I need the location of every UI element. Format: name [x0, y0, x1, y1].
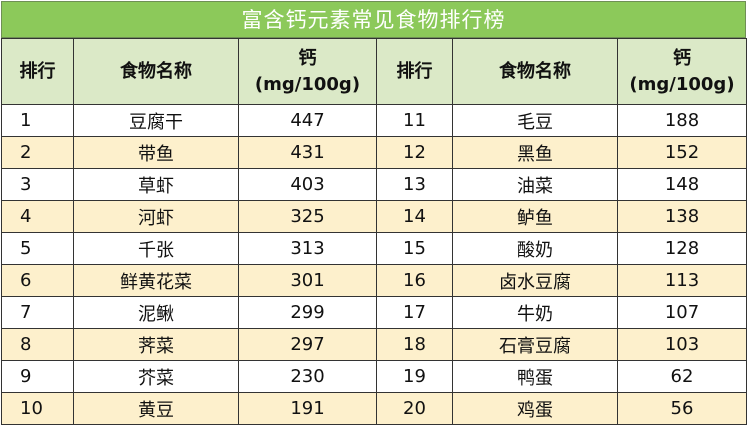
- food-name-cell: 黑鱼: [452, 136, 618, 169]
- calcium-cell: 447: [238, 104, 377, 137]
- food-name-cell: 牛奶: [452, 296, 618, 329]
- rank-cell: 2: [1, 136, 74, 169]
- rank-cell: 9: [1, 360, 74, 393]
- rank-cell: 16: [376, 264, 453, 297]
- rank-cell: 5: [1, 232, 74, 265]
- rank-cell: 20: [376, 392, 453, 425]
- food-name-cell: 草虾: [73, 168, 239, 201]
- food-name-cell: 鸭蛋: [452, 360, 618, 393]
- table-row: 1 豆腐干 447 11 毛豆 188: [1, 104, 747, 137]
- header-calcium-label: 钙: [298, 47, 317, 69]
- calcium-cell: 325: [238, 200, 377, 233]
- food-name-cell: 卤水豆腐: [452, 264, 618, 297]
- food-name-cell: 鲜黄花菜: [73, 264, 239, 297]
- food-name-cell: 毛豆: [452, 104, 618, 137]
- rank-cell: 14: [376, 200, 453, 233]
- header-row: 排行 食物名称 钙 (mg/100g) 排行 食物名称 钙 (mg/100g): [1, 38, 747, 105]
- table-row: 10 黄豆 191 20 鸡蛋 56: [1, 392, 747, 425]
- rank-cell: 4: [1, 200, 74, 233]
- rank-cell: 3: [1, 168, 74, 201]
- calcium-cell: 138: [617, 200, 747, 233]
- calcium-cell: 313: [238, 232, 377, 265]
- table-row: 6 鲜黄花菜 301 16 卤水豆腐 113: [1, 264, 747, 297]
- rank-cell: 7: [1, 296, 74, 329]
- rank-cell: 11: [376, 104, 453, 137]
- rank-cell: 10: [1, 392, 74, 425]
- header-calcium: 钙 (mg/100g): [617, 38, 747, 105]
- calcium-cell: 62: [617, 360, 747, 393]
- calcium-cell: 56: [617, 392, 747, 425]
- calcium-cell: 103: [617, 328, 747, 361]
- rank-cell: 18: [376, 328, 453, 361]
- table-row: 4 河虾 325 14 鲈鱼 138: [1, 200, 747, 233]
- rank-cell: 17: [376, 296, 453, 329]
- food-name-cell: 豆腐干: [73, 104, 239, 137]
- header-rank: 排行: [1, 38, 74, 105]
- calcium-cell: 299: [238, 296, 377, 329]
- food-name-cell: 荠菜: [73, 328, 239, 361]
- rank-cell: 1: [1, 104, 74, 137]
- table-row: 7 泥鳅 299 17 牛奶 107: [1, 296, 747, 329]
- table-row: 2 带鱼 431 12 黑鱼 152: [1, 136, 747, 169]
- calcium-cell: 301: [238, 264, 377, 297]
- calcium-cell: 230: [238, 360, 377, 393]
- rank-cell: 8: [1, 328, 74, 361]
- table-row: 3 草虾 403 13 油菜 148: [1, 168, 747, 201]
- table-title: 富含钙元素常见食物排行榜: [1, 1, 746, 38]
- calcium-cell: 128: [617, 232, 747, 265]
- rank-cell: 12: [376, 136, 453, 169]
- header-calcium-unit: (mg/100g): [629, 73, 735, 95]
- rank-cell: 13: [376, 168, 453, 201]
- food-name-cell: 油菜: [452, 168, 618, 201]
- calcium-cell: 431: [238, 136, 377, 169]
- table-row: 9 芥菜 230 19 鸭蛋 62: [1, 360, 747, 393]
- header-food-name: 食物名称: [73, 38, 239, 105]
- rank-cell: 15: [376, 232, 453, 265]
- ranking-table: 排行 食物名称 钙 (mg/100g) 排行 食物名称 钙 (mg/100g) …: [1, 38, 747, 425]
- food-name-cell: 石膏豆腐: [452, 328, 618, 361]
- food-name-cell: 带鱼: [73, 136, 239, 169]
- food-name-cell: 千张: [73, 232, 239, 265]
- header-calcium-label: 钙: [673, 47, 691, 69]
- header-calcium: 钙 (mg/100g): [238, 38, 377, 105]
- food-name-cell: 鸡蛋: [452, 392, 618, 425]
- food-name-cell: 黄豆: [73, 392, 239, 425]
- calcium-cell: 188: [617, 104, 747, 137]
- food-name-cell: 河虾: [73, 200, 239, 233]
- rank-cell: 19: [376, 360, 453, 393]
- rank-cell: 6: [1, 264, 74, 297]
- calcium-cell: 297: [238, 328, 377, 361]
- table-row: 5 千张 313 15 酸奶 128: [1, 232, 747, 265]
- header-food-name: 食物名称: [452, 38, 618, 105]
- table-row: 8 荠菜 297 18 石膏豆腐 103: [1, 328, 747, 361]
- food-name-cell: 鲈鱼: [452, 200, 618, 233]
- food-name-cell: 芥菜: [73, 360, 239, 393]
- header-calcium-unit: (mg/100g): [254, 73, 361, 95]
- food-name-cell: 泥鳅: [73, 296, 239, 329]
- calcium-cell: 148: [617, 168, 747, 201]
- calcium-cell: 107: [617, 296, 747, 329]
- calcium-cell: 113: [617, 264, 747, 297]
- food-name-cell: 酸奶: [452, 232, 618, 265]
- calcium-cell: 152: [617, 136, 747, 169]
- calcium-cell: 191: [238, 392, 377, 425]
- calcium-cell: 403: [238, 168, 377, 201]
- header-rank: 排行: [376, 38, 453, 105]
